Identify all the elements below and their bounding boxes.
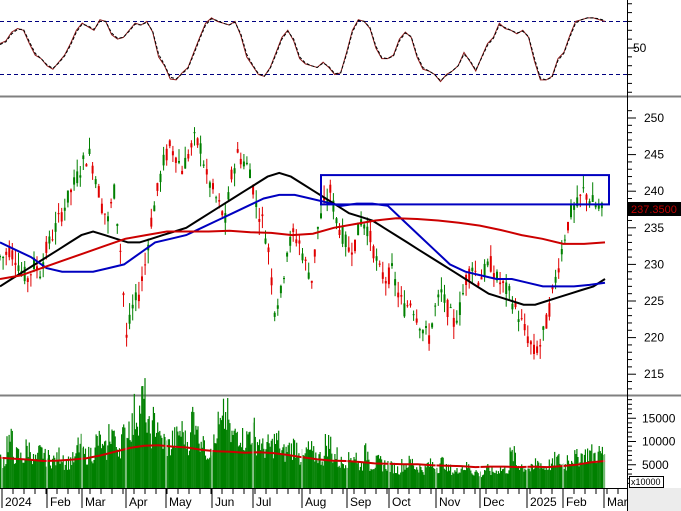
price-tick-label: 250 bbox=[644, 111, 664, 125]
volume-tick-label: 5000 bbox=[642, 458, 669, 472]
price-tick-label: 235 bbox=[644, 221, 664, 235]
x-tick-label: Feb bbox=[566, 495, 587, 509]
x-tick-label: 2024 bbox=[5, 495, 32, 509]
x-tick-label: Oct bbox=[392, 495, 411, 509]
last-price-label: 237.3500 bbox=[631, 204, 677, 216]
last-price-tag: 237.3500 bbox=[628, 202, 681, 216]
price-tick-label: 225 bbox=[644, 294, 664, 308]
x-tick-label: Sep bbox=[350, 495, 372, 509]
x-tick-label: Mar bbox=[607, 495, 628, 509]
volume-tick-label: 15000 bbox=[642, 411, 676, 425]
price-tick-label: 220 bbox=[644, 331, 664, 345]
price-panel bbox=[0, 127, 610, 360]
x-axis: 2024 Feb Mar Apr May Jun Jul Aug Sep Oct Nov Dec 202… bbox=[1, 489, 628, 509]
x-tick-label: Dec bbox=[483, 495, 504, 509]
price-tick-label: 240 bbox=[644, 184, 664, 198]
volume-unit-label: x10000 bbox=[631, 477, 661, 487]
volume-unit-box: x10000 bbox=[629, 476, 664, 488]
x-tick-label: Apr bbox=[129, 495, 148, 509]
price-tick-label: 215 bbox=[644, 367, 664, 381]
x-tick-label: Jul bbox=[256, 495, 271, 509]
price-tick-label: 230 bbox=[644, 257, 664, 271]
moving-average-line bbox=[0, 217, 606, 280]
resistance-zone-box bbox=[320, 174, 610, 206]
oscillator-tick-label: 50 bbox=[633, 41, 647, 55]
moving-average-line bbox=[0, 171, 606, 306]
x-tick-label: May bbox=[169, 495, 192, 509]
y-axis: 50 250 245 240 235 230 225 220 215 15000 10000 5000 bbox=[627, 3, 676, 484]
volume-panel bbox=[0, 378, 606, 488]
oscillator-line bbox=[0, 17, 606, 82]
axis-corner bbox=[627, 488, 681, 511]
x-tick-label: Feb bbox=[50, 495, 71, 509]
x-tick-label: Mar bbox=[85, 495, 106, 509]
price-tick-label: 245 bbox=[644, 148, 664, 162]
oscillator-panel bbox=[0, 17, 627, 83]
volume-tick-label: 10000 bbox=[642, 435, 676, 449]
x-tick-label: Aug bbox=[305, 495, 326, 509]
moving-average-line bbox=[0, 193, 606, 288]
x-tick-label: Nov bbox=[439, 495, 460, 509]
x-tick-label: 2025 bbox=[530, 495, 557, 509]
x-tick-label: Jun bbox=[215, 495, 234, 509]
